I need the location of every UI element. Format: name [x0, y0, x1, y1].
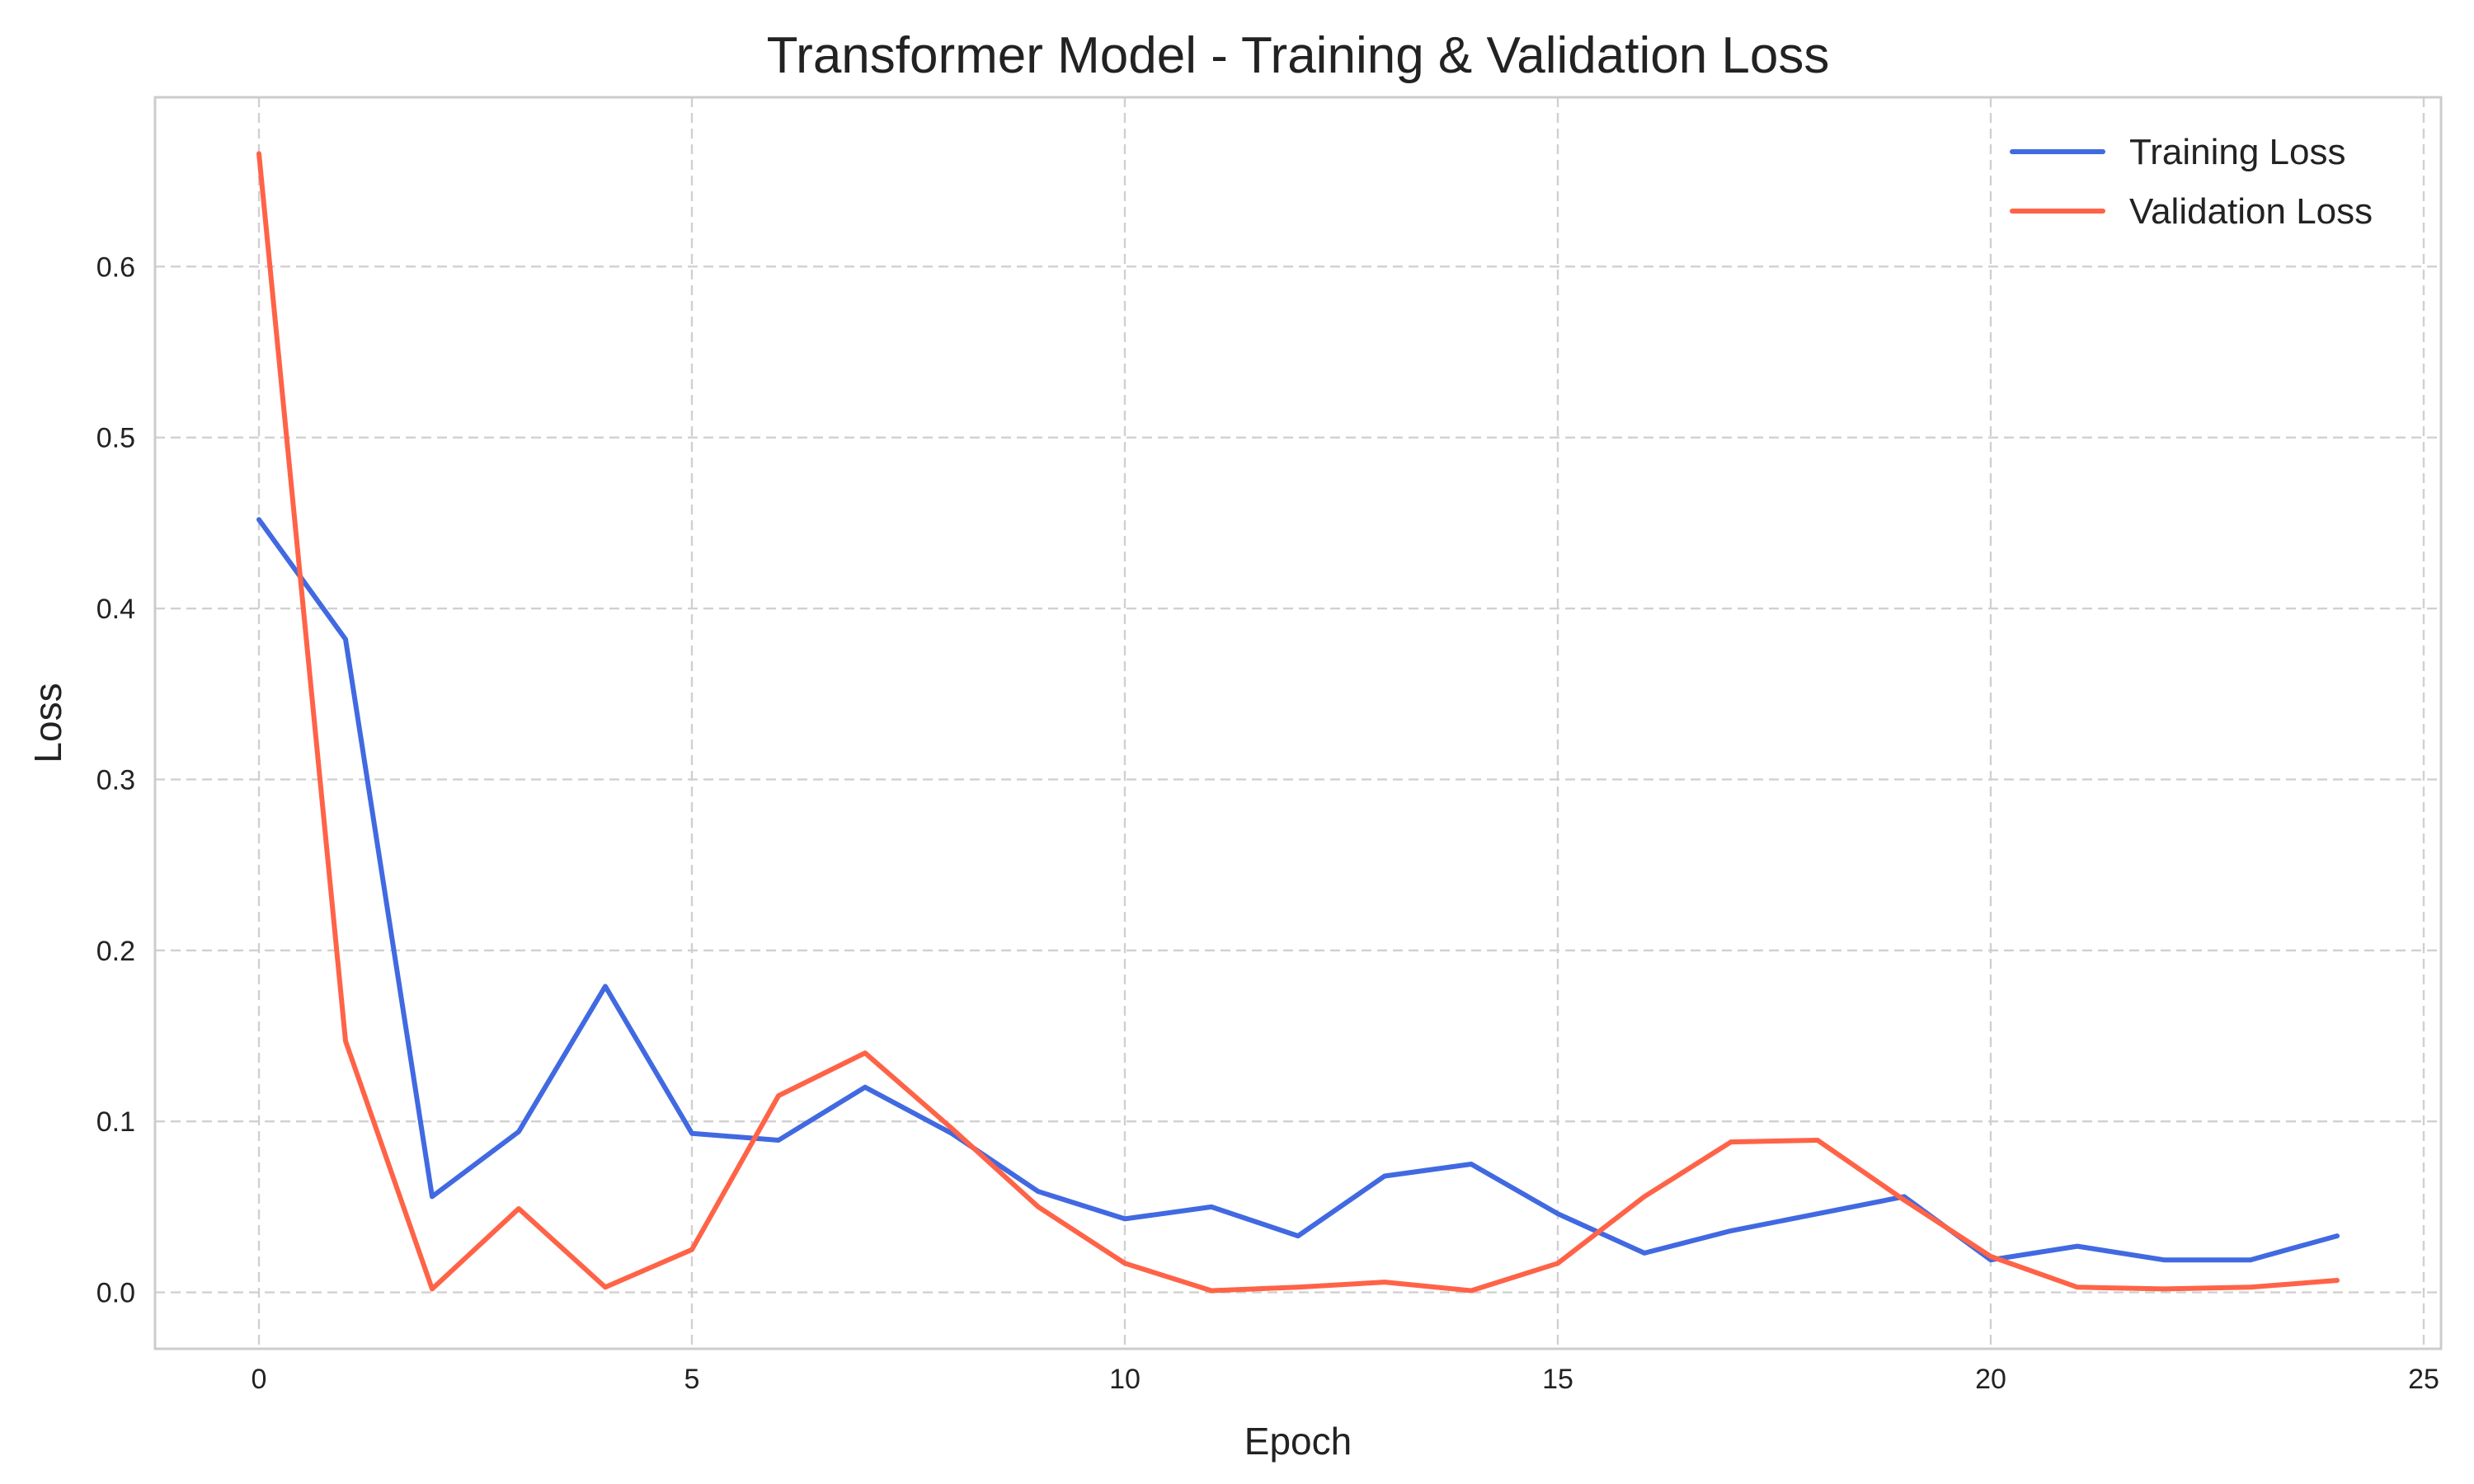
x-tick-label: 0 [252, 1364, 267, 1395]
y-tick-label: 0.3 [96, 764, 135, 796]
legend-label: Validation Loss [2129, 191, 2373, 232]
plot-frame [153, 96, 2443, 1350]
x-axis-label: Epoch [1244, 1420, 1352, 1463]
tick-labels: 0 5 10 15 20 25 0.0 0.1 0.2 0.3 0.4 0.5 0.6 [96, 251, 2439, 1395]
x-tick-label: 10 [1109, 1364, 1141, 1395]
y-tick-label: 0.6 [96, 251, 135, 283]
series-line-validation-loss [256, 151, 2340, 1294]
series-line-training-loss [256, 517, 2340, 1263]
grid [155, 97, 2441, 1349]
y-tick-label: 0.5 [96, 423, 135, 454]
series-layer [256, 151, 2340, 1294]
x-tick-label: 20 [1975, 1364, 2006, 1395]
chart-title: Transformer Model - Training & Validatio… [767, 27, 1830, 84]
x-tick-label: 15 [1542, 1364, 1573, 1395]
y-tick-label: 0.1 [96, 1106, 135, 1138]
x-tick-label: 25 [2408, 1364, 2439, 1395]
legend-label: Training Loss [2129, 132, 2346, 172]
y-axis-label: Loss [26, 683, 69, 763]
y-tick-label: 0.4 [96, 594, 135, 625]
y-tick-label: 0.0 [96, 1278, 135, 1309]
y-tick-label: 0.2 [96, 936, 135, 967]
x-tick-label: 5 [684, 1364, 700, 1395]
legend: Training Loss Validation Loss [2010, 132, 2373, 232]
